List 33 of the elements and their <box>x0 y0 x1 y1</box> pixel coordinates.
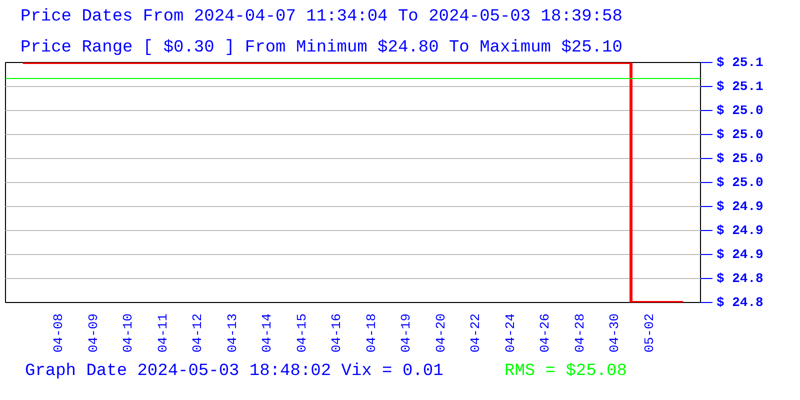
x-tick-label: 04-11 <box>155 313 170 353</box>
y-tick-label: $ 25.0 <box>716 103 764 118</box>
x-tick-label: 04-19 <box>398 313 414 353</box>
x-tick-label: 04-09 <box>86 313 101 353</box>
y-tick-label: $ 25.0 <box>716 127 764 142</box>
y-tick-label: $ 24.9 <box>716 199 764 214</box>
x-tick-label: 04-13 <box>224 313 240 353</box>
text: Graph Date 2024-05-03 18:48:02 Vix = 0.01 <box>25 362 444 381</box>
y-tick-label: $ 24.9 <box>716 223 764 238</box>
x-tick-label: 04-08 <box>51 313 66 353</box>
y-tick-label: $ 25.0 <box>716 175 764 190</box>
x-tick-label: 04-30 <box>607 313 622 353</box>
x-tick-label: 04-26 <box>538 313 553 353</box>
chart-subtitle: Price Range [ $0.30 ] From Minimum $24.80 To Maximum $25.10 <box>20 38 622 58</box>
x-tick-label: 04-12 <box>190 313 206 353</box>
x-tick-label: 04-22 <box>468 313 484 353</box>
ref-line-label: RMS = $25.08 <box>504 362 627 381</box>
x-tick-label: 04-16 <box>329 313 344 353</box>
x-tick-label: 04-20 <box>433 313 448 353</box>
x-tick-label: 04-24 <box>502 313 518 353</box>
y-tick-label: $ 25.1 <box>716 55 764 70</box>
x-tick-label: 04-10 <box>120 313 136 353</box>
y-tick-label: $ 24.8 <box>716 271 764 286</box>
y-tick-label: $ 25.1 <box>716 79 764 94</box>
chart-title: Price Dates From 2024-04-07 11:34:04 To 2024-05-03 18:39:58 <box>20 8 622 26</box>
x-tick-label: 05-02 <box>642 313 657 353</box>
y-tick-label: $ 24.9 <box>716 247 764 262</box>
x-tick-label: 04-14 <box>260 313 275 353</box>
y-tick-label: $ 24.8 <box>716 295 764 310</box>
y-tick-label: $ 25.0 <box>716 151 764 166</box>
x-tick-label: 04-18 <box>364 313 379 353</box>
x-tick-label: 04-28 <box>572 313 588 353</box>
x-tick-label: 04-15 <box>294 313 310 353</box>
